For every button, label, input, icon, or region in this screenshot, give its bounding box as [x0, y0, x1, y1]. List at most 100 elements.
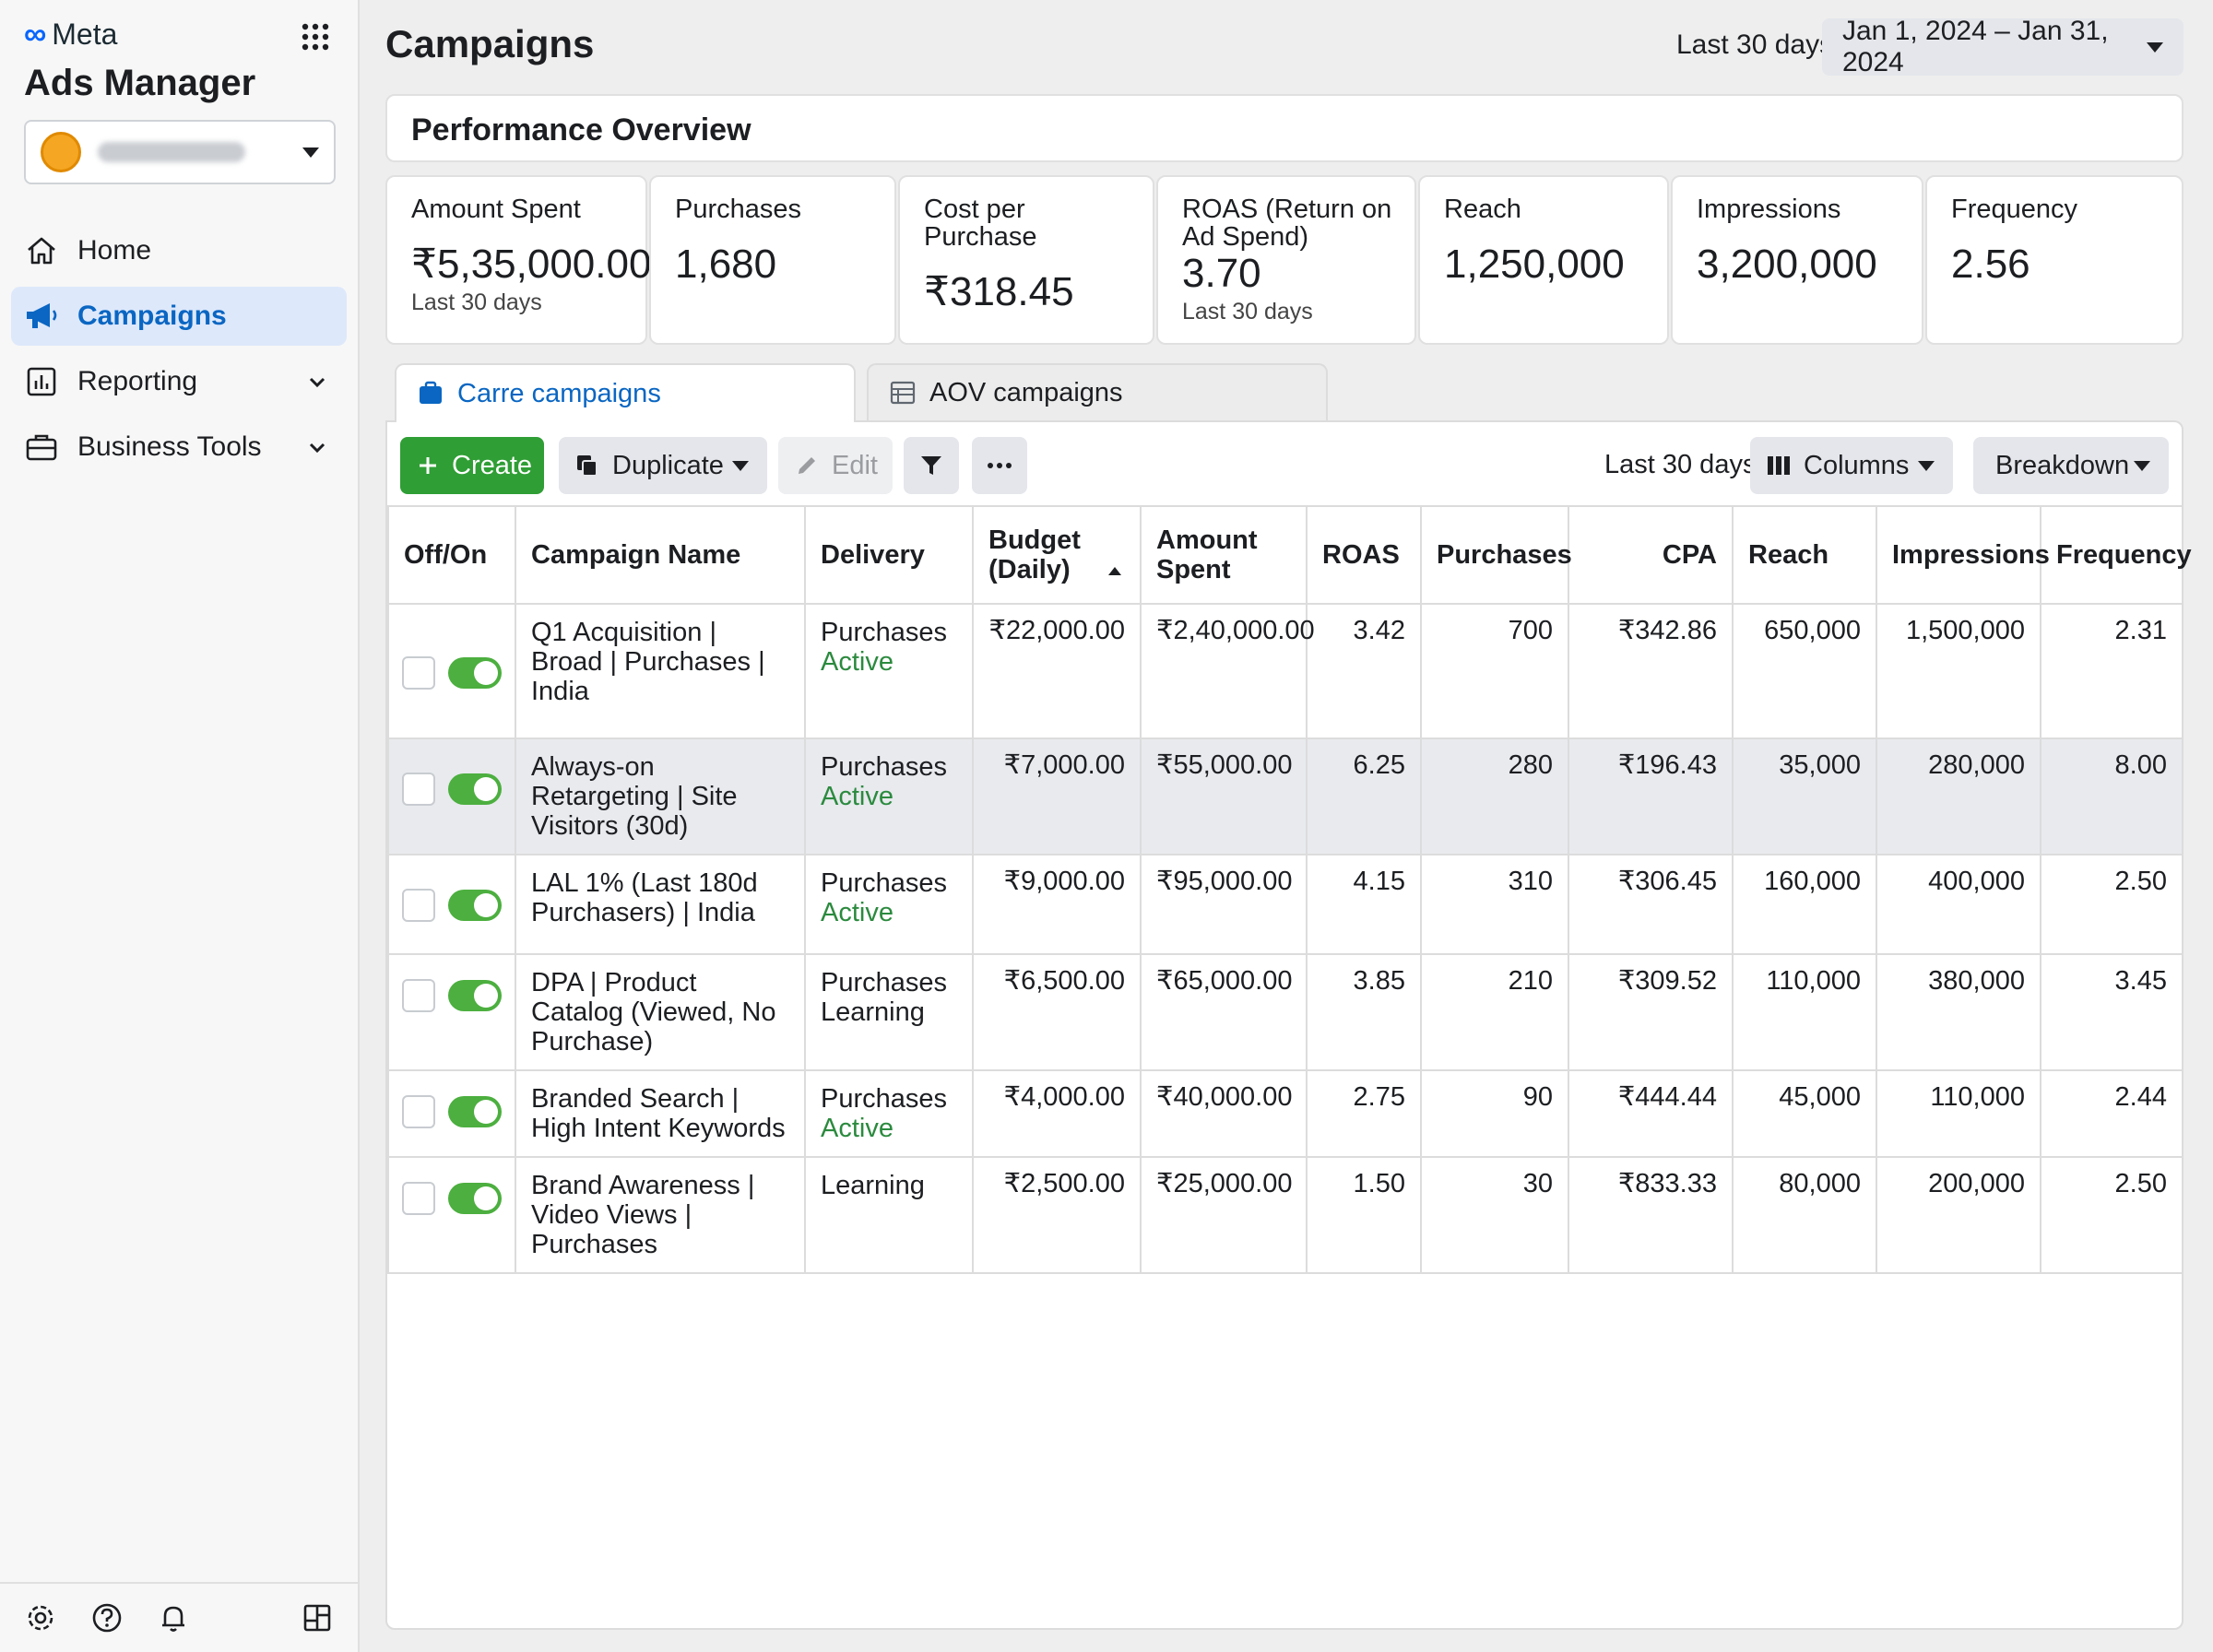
row-select-checkbox[interactable] [402, 1182, 435, 1215]
roas-cell: 4.15 [1306, 854, 1422, 955]
sidebar: ∞ Meta Ads Manager Home Campaigns [0, 0, 360, 1652]
column-header-amount-spent[interactable]: Amount Spent [1140, 505, 1308, 605]
campaign-name[interactable]: Q1 Acquisition | Broad | Purchases | Ind… [531, 618, 765, 706]
campaign-name[interactable]: LAL 1% (Last 180d Purchasers) | India [531, 868, 758, 927]
campaign-name-cell[interactable]: Always-on Retargeting | Site Visitors (3… [515, 738, 806, 856]
tab-label: AOV campaigns [929, 377, 1123, 407]
tab-carre-campaigns[interactable]: Carre campaigns [395, 363, 856, 422]
layout-icon[interactable] [299, 1599, 336, 1636]
account-name-redacted [98, 142, 245, 162]
column-header-roas[interactable]: ROAS [1306, 505, 1422, 605]
column-header-off-on[interactable]: Off/On [387, 505, 516, 605]
breakdown-label: Breakdown [1995, 450, 2130, 480]
campaign-name[interactable]: Always-on Retargeting | Site Visitors (3… [531, 752, 738, 841]
sort-ascending-icon[interactable] [1108, 566, 1121, 575]
column-header-delivery[interactable]: Delivery [804, 505, 974, 605]
delivery-cell: Purchases Active [804, 603, 974, 739]
app-grid-icon[interactable] [301, 22, 330, 52]
delivery-type: Purchases [821, 1084, 948, 1114]
settings-icon[interactable] [22, 1599, 59, 1636]
sidebar-item-reporting[interactable]: Reporting [11, 352, 347, 411]
campaign-on-off-toggle[interactable] [448, 773, 502, 805]
campaigns-panel: Create Duplicate Edit Last 30 days Colum… [385, 420, 2192, 1630]
frequency-cell: 8.00 [2040, 738, 2183, 856]
campaign-on-off-toggle[interactable] [448, 1183, 502, 1214]
create-button[interactable]: Create [400, 437, 544, 494]
campaign-on-off-toggle[interactable] [448, 1096, 502, 1127]
column-header-frequency[interactable]: Frequency [2040, 505, 2192, 605]
sidebar-item-campaigns[interactable]: Campaigns [11, 287, 347, 346]
impressions-cell: 110,000 [1876, 1069, 2041, 1158]
edit-button[interactable]: Edit [778, 437, 893, 494]
column-header-label: Budget (Daily) [988, 525, 1081, 584]
notifications-icon[interactable] [155, 1599, 192, 1636]
reach-cell: 35,000 [1732, 738, 1877, 856]
row-select-checkbox[interactable] [402, 889, 435, 922]
table-row[interactable]: Q1 Acquisition | Broad | Purchases | Ind… [387, 603, 2183, 739]
performance-overview-header: Performance Overview [385, 94, 2183, 162]
cpa-cell: ₹196.43 [1568, 738, 1734, 856]
table-icon [890, 381, 916, 405]
row-select-checkbox[interactable] [402, 979, 435, 1012]
kpi-sub: Last 30 days [1182, 299, 1313, 324]
table-row[interactable]: Brand Awareness | Video Views | Purchase… [387, 1156, 2183, 1274]
campaign-name-cell[interactable]: DPA | Product Catalog (Viewed, No Purcha… [515, 953, 806, 1071]
table-row[interactable]: Branded Search | High Intent Keywords Pur… [387, 1069, 2183, 1158]
budget-cell: ₹7,000.00 [972, 738, 1142, 856]
campaign-on-off-toggle[interactable] [448, 657, 502, 689]
campaign-name-cell[interactable]: LAL 1% (Last 180d Purchasers) | India [515, 854, 806, 955]
frequency-cell: 2.31 [2040, 603, 2183, 739]
campaign-name[interactable]: Branded Search | High Intent Keywords [531, 1084, 786, 1143]
row-select-checkbox[interactable] [402, 656, 435, 690]
tab-aov-campaigns[interactable]: AOV campaigns [867, 363, 1328, 420]
sidebar-item-home[interactable]: Home [11, 221, 347, 280]
campaign-on-off-toggle[interactable] [448, 890, 502, 921]
help-icon[interactable] [89, 1599, 125, 1636]
column-header-cpa[interactable]: CPA [1568, 505, 1734, 605]
edit-label: Edit [832, 450, 878, 480]
frequency-cell: 2.50 [2040, 1156, 2183, 1274]
column-header-budget[interactable]: Budget (Daily) [972, 505, 1142, 605]
chevron-down-icon [2134, 460, 2150, 471]
table-row[interactable]: DPA | Product Catalog (Viewed, No Purcha… [387, 953, 2183, 1071]
kpi-value: ₹318.45 [924, 269, 1074, 314]
campaign-on-off-toggle[interactable] [448, 980, 502, 1011]
account-selector[interactable] [24, 120, 336, 184]
duplicate-button[interactable]: Duplicate [559, 437, 767, 494]
delivery-status: Active [821, 782, 893, 811]
campaign-name[interactable]: DPA | Product Catalog (Viewed, No Purcha… [531, 968, 776, 1056]
campaign-name-cell[interactable]: Branded Search | High Intent Keywords [515, 1069, 806, 1158]
more-options-button[interactable] [972, 437, 1027, 494]
date-range-picker[interactable]: Jan 1, 2024 – Jan 31, 2024 [1822, 16, 2183, 77]
toggle-cell [387, 603, 516, 739]
frequency-cell: 2.44 [2040, 1069, 2183, 1158]
breakdown-button[interactable]: Breakdown [1973, 437, 2169, 494]
reach-cell: 110,000 [1732, 953, 1877, 1071]
purchases-cell: 90 [1420, 1069, 1569, 1158]
columns-button[interactable]: Columns [1750, 437, 1953, 494]
row-select-checkbox[interactable] [402, 1095, 435, 1128]
table-row[interactable]: Always-on Retargeting | Site Visitors (3… [387, 738, 2183, 856]
row-select-checkbox[interactable] [402, 773, 435, 806]
campaign-name-cell[interactable]: Q1 Acquisition | Broad | Purchases | Ind… [515, 603, 806, 739]
column-header-reach[interactable]: Reach [1732, 505, 1877, 605]
table-row[interactable]: LAL 1% (Last 180d Purchasers) | India Pur… [387, 854, 2183, 955]
spent-cell: ₹25,000.00 [1140, 1156, 1308, 1274]
meta-brand-text: Meta [52, 18, 118, 51]
filter-button[interactable] [904, 437, 959, 494]
campaign-name[interactable]: Brand Awareness | Video Views | Purchase… [531, 1171, 755, 1259]
column-header-impressions[interactable]: Impressions [1876, 505, 2050, 605]
cpa-cell: ₹342.86 [1568, 603, 1734, 739]
delivery-type: Purchases [821, 868, 948, 898]
toolbar-date-label: Last 30 days [1604, 450, 1757, 479]
sidebar-item-business-tools[interactable]: Business Tools [11, 418, 347, 477]
sidebar-item-label: Campaigns [77, 301, 227, 331]
column-header-campaign-name[interactable]: Campaign Name [515, 505, 806, 605]
plus-icon [417, 454, 439, 477]
column-header-purchases[interactable]: Purchases [1420, 505, 1572, 605]
campaign-name-cell[interactable]: Brand Awareness | Video Views | Purchase… [515, 1156, 806, 1274]
cpa-cell: ₹444.44 [1568, 1069, 1734, 1158]
delivery-status: Active [821, 1114, 893, 1143]
kpi-label: Reach [1444, 195, 1521, 224]
home-icon [24, 233, 59, 268]
